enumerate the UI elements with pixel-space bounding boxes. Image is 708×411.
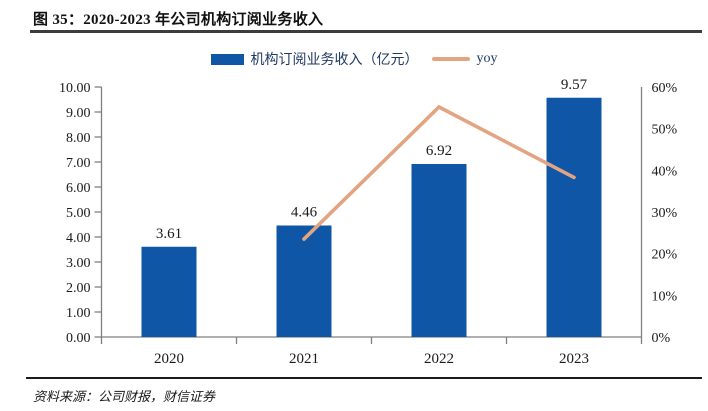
x-axis-category-label: 2023: [559, 351, 589, 367]
left-axis-tick-label: 2.00: [66, 281, 91, 296]
left-axis-tick-label: 6.00: [66, 181, 91, 196]
chart-legend: 机构订阅业务收入（亿元） yoy: [0, 49, 708, 69]
title-divider: [30, 30, 702, 33]
bar-value-label: 9.57: [561, 77, 588, 93]
left-axis-tick-label: 3.00: [66, 256, 91, 271]
bar-value-label: 4.46: [291, 205, 318, 221]
left-axis-tick-label: 7.00: [66, 156, 91, 171]
legend-item-yoy: yoy: [431, 51, 498, 67]
left-axis-tick-label: 10.00: [59, 81, 91, 96]
left-axis-tick-label: 5.00: [66, 206, 91, 221]
left-axis-tick-label: 4.00: [66, 231, 91, 246]
footer-divider: [26, 377, 702, 379]
x-axis-category-label: 2020: [154, 351, 184, 367]
line-series-label: yoy: [476, 51, 498, 66]
legend-item-revenue: 机构订阅业务收入（亿元）: [210, 49, 419, 69]
bar-2022: [411, 164, 467, 337]
right-axis-tick-label: 50%: [652, 123, 678, 138]
left-axis-tick-label: 8.00: [66, 131, 91, 146]
x-axis-category-label: 2022: [424, 351, 454, 367]
bar-value-label: 6.92: [426, 143, 452, 159]
bar-2023: [546, 97, 602, 337]
right-axis-tick-label: 10%: [652, 289, 678, 304]
figure-title: 图 35：2020-2023 年公司机构订阅业务收入: [33, 12, 324, 28]
yoy-line: [302, 104, 576, 241]
source-note: 资料来源：公司财报，财信证券: [33, 389, 216, 404]
bar-2020: [141, 246, 197, 337]
bar-2021: [276, 225, 332, 337]
bar-value-label: 3.61: [156, 226, 182, 242]
left-axis-tick-label: 9.00: [66, 106, 91, 121]
right-axis-tick-label: 30%: [652, 206, 678, 221]
left-axis-tick-label: 1.00: [66, 306, 91, 321]
bar-series-swatch: [210, 53, 244, 65]
x-axis-category-label: 2021: [289, 351, 319, 367]
left-axis-tick-label: 0.00: [66, 331, 91, 346]
right-axis-tick-label: 40%: [652, 164, 678, 179]
bar-series-label: 机构订阅业务收入（亿元）: [250, 53, 419, 68]
right-axis-tick-label: 60%: [652, 81, 678, 96]
right-axis-tick-label: 20%: [652, 248, 678, 263]
line-series-swatch: [431, 57, 470, 61]
right-axis-tick-label: 0%: [652, 331, 671, 346]
